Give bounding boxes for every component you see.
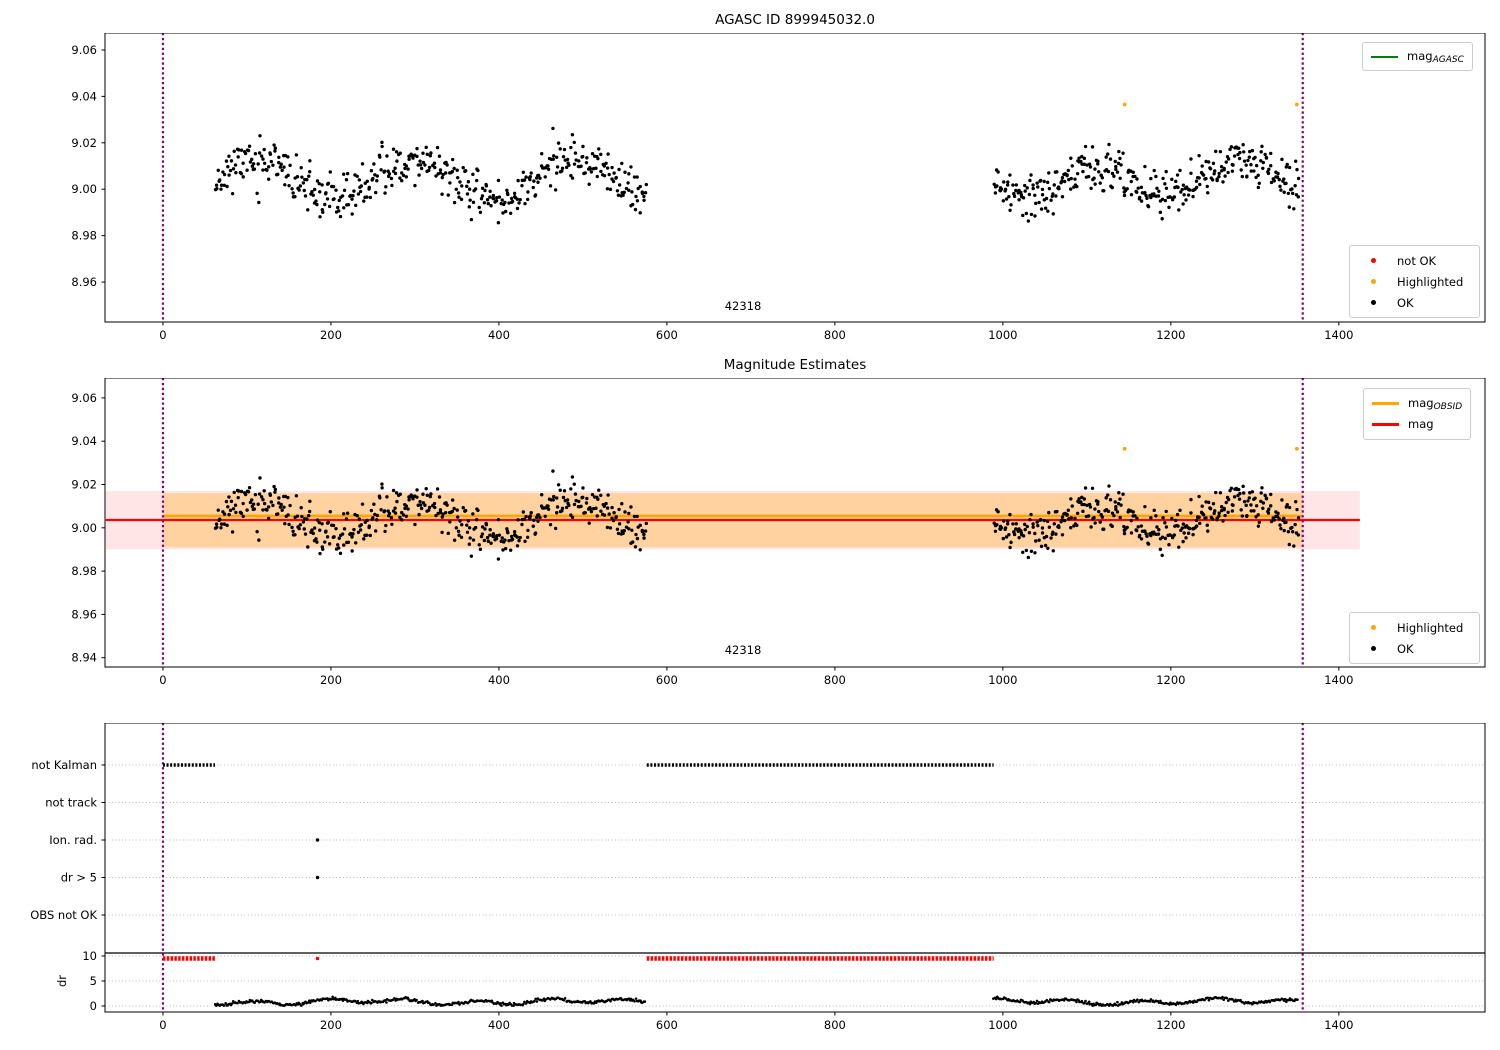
- panel2-title: Magnitude Estimates: [723, 357, 867, 373]
- svg-text:not track: not track: [45, 796, 97, 810]
- panel2-plot: 0 200 400 600 800 1000 1200 1400 9.06 9.04 9.02 9.0…: [71, 378, 1486, 687]
- panel2-obsid-annotation: 42318: [724, 643, 762, 657]
- svg-text:not Kalman: not Kalman: [31, 758, 97, 772]
- legend-label: mag: [1407, 48, 1433, 63]
- legend-item-mag-agasc: magAGASC: [1371, 47, 1464, 66]
- svg-text:1200: 1200: [1156, 1018, 1185, 1032]
- svg-text:Ion. rad.: Ion. rad.: [49, 833, 97, 847]
- legend-label: Highlighted: [1397, 620, 1464, 635]
- legend-item-highlighted: Highlighted: [1358, 271, 1471, 292]
- svg-text:200: 200: [320, 1018, 342, 1032]
- svg-text:5: 5: [90, 974, 97, 988]
- svg-text:9.00: 9.00: [71, 182, 97, 196]
- svg-text:600: 600: [656, 1018, 678, 1032]
- dr-axis-label: dr: [55, 975, 69, 987]
- highlighted-dot-swatch: [1370, 279, 1376, 284]
- legend-label: Highlighted: [1397, 274, 1464, 289]
- mag-line-swatch: [1372, 423, 1399, 426]
- svg-text:1200: 1200: [1156, 328, 1185, 342]
- svg-text:1000: 1000: [988, 328, 1017, 342]
- legend-item-mag: mag: [1372, 414, 1462, 435]
- svg-text:OBS not OK: OBS not OK: [30, 908, 97, 922]
- legend-item-ok: OK: [1358, 292, 1471, 313]
- svg-text:8.96: 8.96: [71, 275, 97, 289]
- svg-text:800: 800: [824, 328, 846, 342]
- svg-text:1400: 1400: [1324, 1018, 1353, 1032]
- svg-text:400: 400: [488, 1018, 510, 1032]
- legend-label: mag: [1408, 416, 1434, 431]
- svg-text:9.00: 9.00: [71, 521, 97, 535]
- legend-mag-obsid: magOBSID mag: [1363, 388, 1472, 440]
- svg-text:400: 400: [488, 673, 510, 687]
- svg-text:8.98: 8.98: [71, 564, 97, 578]
- svg-text:9.06: 9.06: [71, 43, 97, 57]
- legend-item-not-ok: not OK: [1358, 250, 1471, 271]
- svg-text:1400: 1400: [1324, 328, 1353, 342]
- svg-text:400: 400: [488, 328, 510, 342]
- svg-text:dr > 5: dr > 5: [61, 871, 97, 885]
- panel1-title: AGASC ID 899945032.0: [715, 12, 875, 28]
- legend-item-mag-obsid: magOBSID: [1372, 393, 1462, 414]
- panel3-plot: not Kalman not track Ion. rad. dr > 5 OBS no…: [30, 723, 1486, 1032]
- legend-mag-agasc: magAGASC: [1362, 42, 1473, 71]
- svg-text:9.02: 9.02: [71, 136, 97, 150]
- svg-text:10: 10: [82, 949, 97, 963]
- svg-text:0: 0: [159, 1018, 166, 1032]
- legend-label: not OK: [1397, 253, 1437, 268]
- mag-obsid-line-swatch: [1372, 402, 1399, 405]
- panel1-plot: 0 200 400 600 800 1000 1200 1400 9.06 9.04 9.02 9.0…: [71, 33, 1486, 342]
- svg-text:0: 0: [159, 673, 166, 687]
- legend-quality-p1: not OK Highlighted OK: [1349, 245, 1480, 318]
- svg-text:200: 200: [320, 328, 342, 342]
- legend-item-highlighted: Highlighted: [1358, 617, 1471, 638]
- svg-text:1000: 1000: [988, 1018, 1017, 1032]
- legend-label: mag: [1408, 395, 1434, 410]
- panel1-obsid-annotation: 42318: [724, 299, 762, 313]
- svg-text:0: 0: [90, 999, 97, 1013]
- svg-text:8.94: 8.94: [71, 651, 97, 665]
- svg-text:600: 600: [656, 673, 678, 687]
- ok-dot-swatch: [1370, 300, 1376, 305]
- svg-text:9.02: 9.02: [71, 478, 97, 492]
- svg-text:1200: 1200: [1156, 673, 1185, 687]
- highlighted-dot-swatch: [1370, 625, 1376, 630]
- not-ok-dot-swatch: [1370, 258, 1376, 263]
- svg-text:9.04: 9.04: [71, 89, 97, 103]
- legend-label: OK: [1397, 641, 1414, 656]
- svg-text:600: 600: [656, 328, 678, 342]
- ok-dot-swatch: [1370, 646, 1376, 651]
- svg-text:9.04: 9.04: [71, 434, 97, 448]
- svg-text:9.06: 9.06: [71, 391, 97, 405]
- svg-text:8.96: 8.96: [71, 607, 97, 621]
- svg-text:1400: 1400: [1324, 673, 1353, 687]
- svg-text:800: 800: [824, 1018, 846, 1032]
- legend-item-ok: OK: [1358, 638, 1471, 659]
- svg-text:200: 200: [320, 673, 342, 687]
- svg-text:8.98: 8.98: [71, 229, 97, 243]
- legend-quality-p2: Highlighted OK: [1349, 612, 1480, 664]
- svg-text:800: 800: [824, 673, 846, 687]
- svg-text:1000: 1000: [988, 673, 1017, 687]
- legend-label: OK: [1397, 295, 1414, 310]
- mag-agasc-line-swatch: [1371, 55, 1398, 58]
- svg-text:0: 0: [159, 328, 166, 342]
